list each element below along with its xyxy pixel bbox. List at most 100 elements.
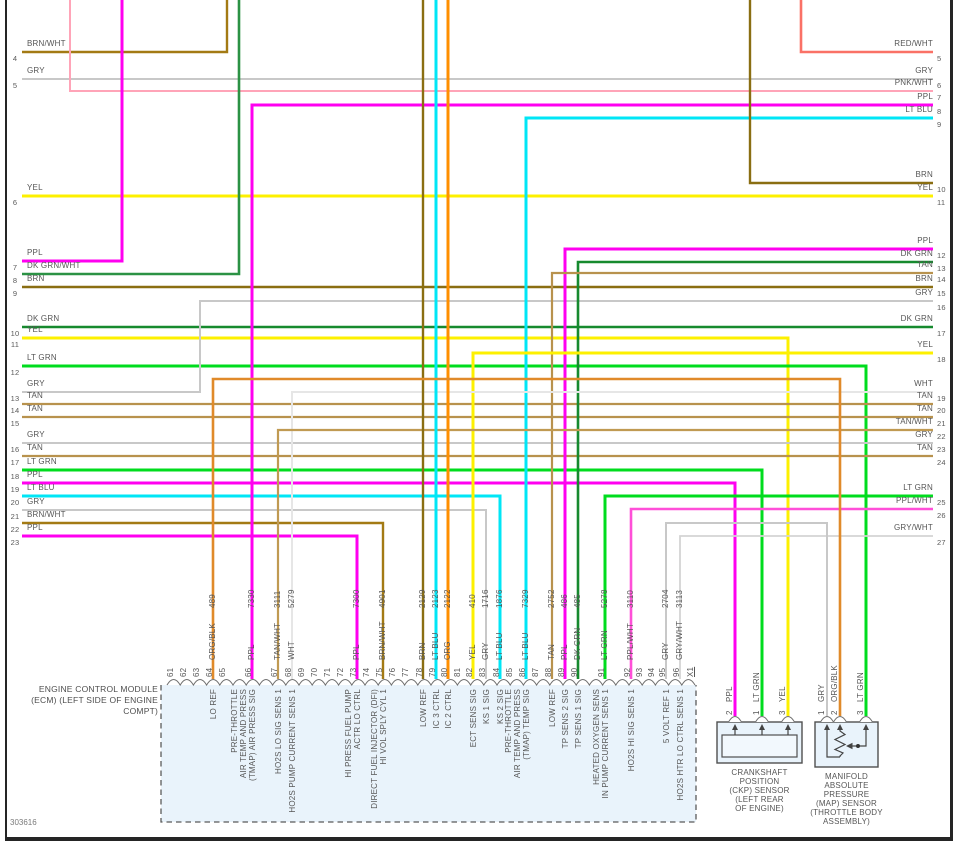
- ecm-circuit-number: 2752: [547, 589, 556, 608]
- ecm-pin-number: 92: [623, 667, 632, 677]
- ecm-pin-function-label: ECT SENS SIG: [468, 689, 478, 748]
- ecm-circuit-number: 4901: [378, 589, 387, 608]
- ecm-pin-function-label: IC 2 CTRL: [443, 689, 453, 729]
- ecm-circuit-number: 7330: [247, 589, 256, 608]
- left-pin-number: 7: [12, 263, 18, 272]
- right-wire-color-label: YEL: [917, 340, 933, 349]
- sensor-pin-number: 3: [856, 710, 865, 715]
- wire-brn-wht: [22, 0, 229, 54]
- ecm-pin-function-label: HI PRESS FUEL PUMP ACTR LO CTRL: [343, 689, 362, 778]
- ecm-circuit-number: 7329: [521, 589, 530, 608]
- ecm-pin-number: 86: [518, 667, 527, 677]
- right-wire-color-label: BRN: [915, 170, 933, 179]
- ecm-wire-color-label: LT GRN: [600, 630, 609, 660]
- right-pin-number: 25: [937, 498, 946, 507]
- left-pin-number: 22: [10, 525, 20, 534]
- right-pin-number: 23: [937, 445, 946, 454]
- ecm-box-dashed-border: [160, 685, 697, 823]
- sensor-pin-color-label: LT GRN: [856, 672, 865, 702]
- arrow-up-icon: [837, 724, 843, 730]
- wire-tan: [550, 271, 933, 679]
- right-pin-number: 9: [937, 120, 942, 129]
- right-pin-number: 7: [937, 93, 942, 102]
- ecm-pin-number: 69: [297, 667, 306, 677]
- ecm-pin-function-label: LOW REF: [418, 689, 428, 727]
- wire-dk-grn: [576, 260, 933, 679]
- ecm-circuit-number: 1716: [481, 589, 490, 608]
- sensor-pin-color-label: GRY: [817, 684, 826, 702]
- left-wire-color-label: BRN: [27, 274, 45, 283]
- wire-gry-wht: [679, 535, 933, 679]
- left-wire-color-label: DK GRN: [27, 314, 60, 323]
- right-wire-color-label: GRY: [915, 288, 933, 297]
- wire-ppl: [22, 534, 359, 679]
- ecm-wire-color-label: GRY: [481, 642, 490, 660]
- map-connector-edge: [820, 715, 834, 723]
- arrow-up-icon: [759, 724, 765, 730]
- arrow-up-icon: [824, 724, 830, 730]
- ecm-pin-number: 73: [349, 667, 358, 677]
- junction-dot-icon: [856, 744, 860, 748]
- ecm-wire-color-label: ORG: [443, 641, 452, 660]
- ecm-pin-number: 62: [179, 667, 188, 677]
- ecm-pin-number: 85: [505, 667, 514, 677]
- ecm-pin-number: 96: [672, 667, 681, 677]
- left-wire-color-label: PPL: [27, 248, 43, 257]
- left-pin-number: 23: [10, 538, 20, 547]
- left-pin-number: 10: [10, 329, 20, 338]
- ecm-name-label: ENGINE CONTROL MODULE (ECM) (LEFT SIDE O…: [31, 684, 158, 716]
- ecm-pin-number: 93: [635, 667, 644, 677]
- right-pin-number: 15: [937, 289, 946, 298]
- ecm-circuit-number: 1876: [495, 589, 504, 608]
- left-pin-number: 13: [10, 394, 20, 403]
- wire-lt-blu: [22, 494, 502, 679]
- ecm-pin-number: 76: [388, 667, 397, 677]
- sensor-pin-number: 2: [830, 710, 839, 715]
- left-pin-number: 17: [10, 458, 20, 467]
- ecm-pin-number: 87: [531, 667, 540, 677]
- ecm-pin-number: 79: [428, 667, 437, 677]
- right-wire-color-label: TAN: [916, 443, 933, 452]
- left-wire-color-label: PPL: [27, 523, 43, 532]
- ecm-wire-color-label: ORG/BLK: [208, 623, 217, 660]
- ecm-pin-function-label: TP SENS 1 SIG: [573, 689, 583, 749]
- ecm-wire-color-label: TAN/WHT: [273, 622, 282, 660]
- map-sensor-box: [814, 721, 879, 768]
- sensor-name-label: MANIFOLD ABSOLUTE PRESSURE (MAP) SENSOR …: [810, 772, 883, 826]
- ecm-pin-number: 84: [492, 667, 501, 677]
- ecm-pin-number: 70: [310, 667, 319, 677]
- wire-yel: [22, 336, 790, 716]
- left-wire-color-label: TAN: [27, 391, 44, 400]
- left-wire-color-label: YEL: [27, 183, 43, 192]
- right-wire-color-label: TAN/WHT: [895, 417, 933, 426]
- wire-lt-grn: [603, 494, 933, 679]
- right-pin-number: 26: [937, 511, 946, 520]
- ecm-wire-color-label: LT BLU: [431, 632, 440, 660]
- wire-dk-grn-wht: [22, 0, 241, 276]
- wire-tan-wht: [276, 428, 933, 679]
- left-pin-number: 16: [10, 445, 20, 454]
- ecm-pin-number: 88: [544, 667, 553, 677]
- ecm-circuit-number: 2704: [661, 589, 670, 608]
- left-pin-number: 9: [12, 289, 18, 298]
- ecm-circuit-number: 489: [208, 594, 217, 608]
- wire-ppl: [22, 0, 124, 263]
- ecm-wire-color-label: PPL: [247, 644, 256, 660]
- ecm-circuit-number: 486: [560, 594, 569, 608]
- wire-gry: [22, 509, 487, 679]
- ecm-pin-number: 77: [401, 667, 410, 677]
- ecm-circuit-number: 3110: [626, 589, 635, 608]
- ecm-wire-color-label: GRY/WHT: [675, 620, 684, 660]
- ecm-pin-number: 81: [453, 667, 462, 677]
- right-wire-color-label: WHT: [914, 379, 933, 388]
- ckp-connector-edge: [781, 715, 795, 723]
- wire-lt-grn: [22, 364, 868, 716]
- left-wire-color-label: LT GRN: [27, 457, 57, 466]
- right-pin-number: 18: [937, 355, 946, 364]
- left-wire-color-label: BRN/WHT: [27, 39, 66, 48]
- ecm-pin-function-label: HO2S PUMP CURRENT SENS 1: [287, 689, 297, 813]
- ecm-pin-number: 68: [284, 667, 293, 677]
- right-wire-color-label: GRY/WHT: [893, 523, 933, 532]
- ecm-wire-color-label: GRY: [661, 642, 670, 660]
- arrow-up-icon: [863, 724, 869, 730]
